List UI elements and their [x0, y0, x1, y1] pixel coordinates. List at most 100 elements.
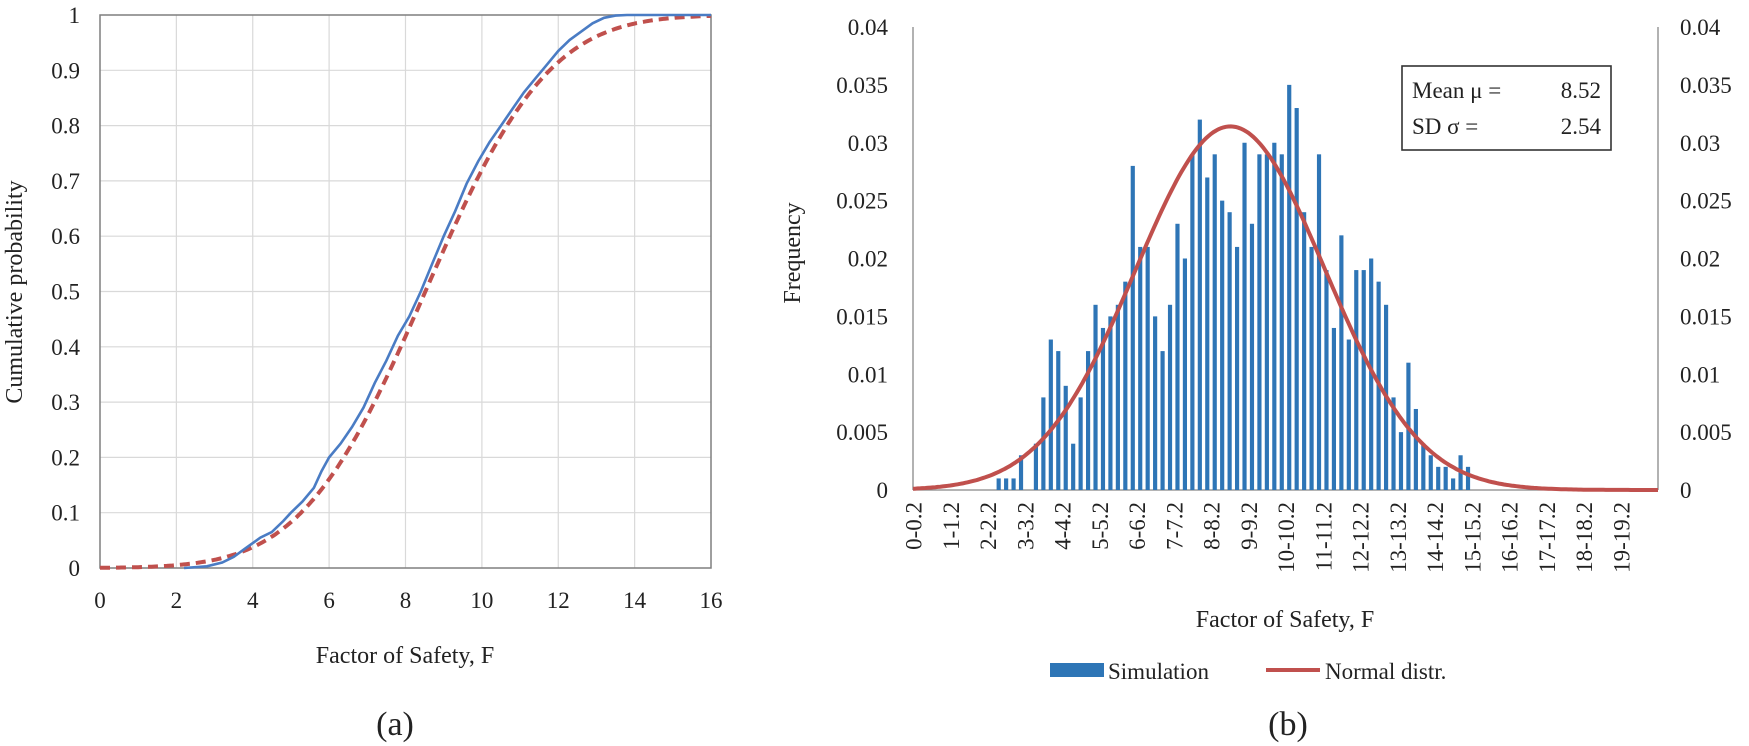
cdf-x-tick-label: 4: [247, 588, 259, 613]
histogram-bar: [1361, 270, 1366, 490]
histogram-bar: [1085, 351, 1091, 490]
histogram-right-tick-label: 0.015: [1680, 304, 1732, 329]
stats-box-frame: [1401, 65, 1612, 151]
stats-sd-value: 2.54: [1561, 114, 1602, 139]
histogram-normal-curve: [912, 124, 1658, 492]
histogram-x-tick-label: 14-14.2: [1423, 502, 1448, 573]
histogram-bar: [1041, 397, 1046, 490]
histogram-bar: [1354, 270, 1359, 490]
histogram-x-tick-label: 18-18.2: [1572, 502, 1597, 573]
histogram-y-axis-label: Frequency: [780, 202, 806, 303]
legend-simulation-label: Simulation: [1108, 659, 1209, 684]
cdf-x-tick-labels: 0 2 4 6 8 10 12 14 16: [94, 588, 722, 613]
histogram-x-tick-label: 16-16.2: [1498, 502, 1523, 573]
histogram-left-tick-labels: 0 0.005 0.01 0.015 0.02 0.025 0.03 0.035 0.04: [836, 15, 888, 503]
histogram-bar: [1108, 316, 1113, 491]
cdf-y-tick-label: 0.8: [51, 114, 80, 139]
cdf-y-axis-label: Cumulative probability: [2, 180, 28, 403]
histogram-bar: [1190, 154, 1195, 490]
histogram-bar: [1197, 119, 1202, 490]
cdf-y-tick-label: 0.4: [51, 335, 80, 360]
histogram-bar: [1249, 223, 1255, 490]
stats-mean-value: 8.52: [1561, 78, 1601, 103]
histogram-right-tick-labels: 0 0.005 0.01 0.015 0.02 0.025 0.03 0.035 0.04: [1680, 15, 1732, 503]
histogram-bar: [1264, 154, 1269, 490]
histogram-bar: [1182, 258, 1188, 490]
histogram-right-tick-label: 0.04: [1680, 15, 1721, 40]
histogram-left-tick-label: 0.02: [848, 247, 888, 272]
histogram-bar: [1398, 432, 1404, 491]
histogram-bar: [1205, 177, 1210, 491]
histogram-bar: [1078, 397, 1083, 490]
histogram-bar: [1324, 270, 1329, 490]
cdf-x-axis-label: Factor of Safety, F: [316, 643, 494, 669]
legend-normal-label: Normal distr.: [1325, 659, 1446, 684]
histogram-left-tick-label: 0.005: [836, 420, 888, 445]
histogram-left-tick-label: 0.025: [836, 189, 888, 214]
histogram-bar: [1451, 478, 1456, 490]
histogram-x-tick-label: 9-9.2: [1237, 502, 1262, 550]
cdf-y-tick-label: 0.5: [51, 280, 80, 305]
histogram-bar: [1413, 408, 1418, 490]
histogram-right-tick-label: 0.01: [1680, 362, 1720, 387]
cdf-y-tick-label: 0.9: [51, 58, 80, 83]
panel-label-b: (b): [1268, 706, 1308, 743]
histogram-bar: [1242, 142, 1247, 490]
histogram-bar: [1309, 246, 1314, 490]
histogram-bar: [1018, 455, 1024, 490]
histogram-x-tick-label: 5-5.2: [1088, 502, 1113, 550]
histogram-right-tick-label: 0.035: [1680, 73, 1732, 98]
cdf-x-tick-label: 2: [171, 588, 183, 613]
histogram-x-tick-label: 8-8.2: [1200, 502, 1225, 550]
histogram-bar: [1331, 327, 1337, 490]
histogram-bar: [1391, 397, 1396, 490]
histogram-left-tick-label: 0.03: [848, 131, 888, 156]
histogram-left-tick-label: 0.04: [848, 15, 889, 40]
histogram-x-tick-label: 17-17.2: [1535, 502, 1560, 573]
histogram-x-tick-label: 0-0.2: [902, 502, 927, 550]
cdf-normal-series-line: [100, 13, 712, 570]
histogram-bar: [1257, 154, 1262, 490]
histogram-right-tick-label: 0: [1680, 478, 1692, 503]
histogram-bar: [1220, 200, 1225, 491]
cdf-y-tick-label: 0.6: [51, 224, 80, 249]
histogram-bar: [1272, 142, 1277, 490]
histogram-x-tick-label: 7-7.2: [1163, 502, 1188, 550]
histogram-legend: Simulation Normal distr.: [1050, 659, 1446, 684]
legend-simulation-swatch: [1050, 663, 1104, 677]
histogram-x-tick-label: 11-11.2: [1312, 502, 1337, 571]
cdf-y-tick-label: 0.1: [51, 501, 80, 526]
histogram-x-tick-label: 13-13.2: [1386, 502, 1411, 573]
cdf-x-tick-label: 10: [470, 588, 493, 613]
histogram-bar: [1093, 304, 1098, 490]
cdf-x-tick-label: 8: [400, 588, 412, 613]
histogram-x-tick-label: 15-15.2: [1461, 502, 1486, 573]
histogram-bar: [1443, 466, 1448, 490]
cdf-x-tick-label: 16: [700, 588, 723, 613]
histogram-bar: [1011, 478, 1016, 490]
histogram-left-tick-label: 0.01: [848, 362, 888, 387]
histogram-bar: [1145, 246, 1150, 490]
cdf-chart: 0 2 4 6 8 10 12 14 16 00.10.20.30.40.50.60.70.80…: [2, 3, 723, 743]
histogram-x-tick-label: 2-2.2: [976, 502, 1001, 550]
cdf-y-tick-label: 1: [69, 3, 81, 28]
histogram-bar: [1316, 154, 1322, 490]
histogram-right-tick-label: 0.005: [1680, 420, 1732, 445]
histogram-left-tick-label: 0.035: [836, 73, 888, 98]
stats-box: Mean μ = 8.52 SD σ = 2.54: [1401, 65, 1612, 151]
stats-mean-label: Mean μ =: [1412, 78, 1501, 103]
histogram-right-tick-label: 0.02: [1680, 247, 1720, 272]
histogram-bar: [1167, 304, 1173, 490]
histogram-bar: [1279, 154, 1284, 490]
histogram-bar: [1063, 385, 1068, 490]
histogram-bar: [1004, 478, 1009, 490]
cdf-y-tick-label: 0: [69, 556, 81, 581]
histogram-bar: [1294, 108, 1299, 491]
cdf-y-tick-label: 0.7: [51, 169, 80, 194]
histogram-bar: [1369, 258, 1374, 490]
histogram-x-axis-label: Factor of Safety, F: [1196, 607, 1374, 633]
histogram-x-tick-label: 3-3.2: [1014, 502, 1039, 550]
histogram-bar: [1234, 246, 1240, 490]
